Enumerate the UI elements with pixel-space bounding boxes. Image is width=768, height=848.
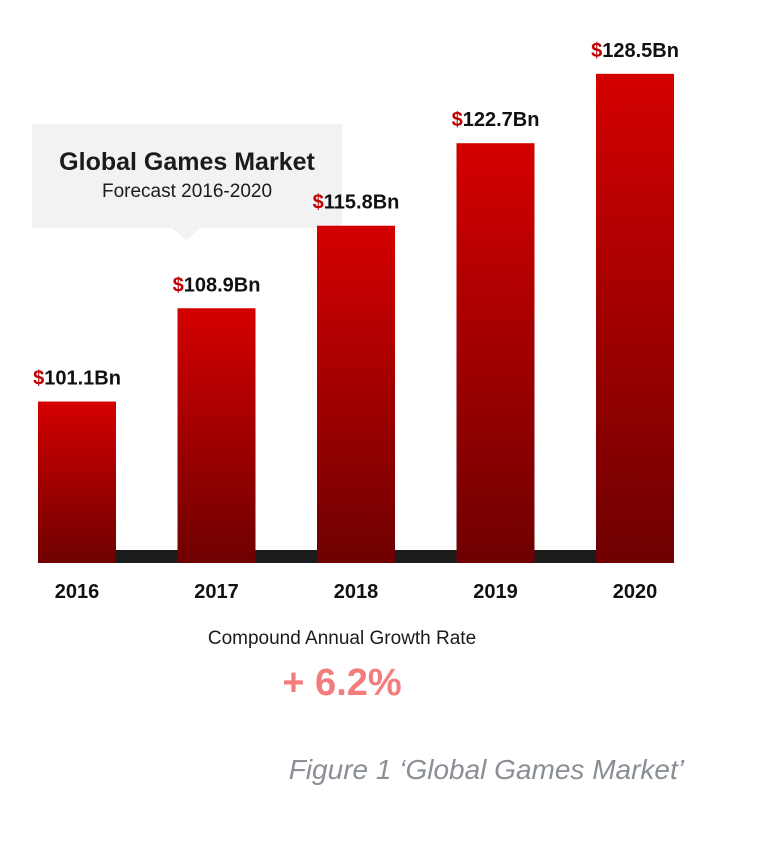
currency-symbol: $ (591, 40, 602, 62)
bar-2019 (456, 143, 535, 564)
x-tick-group: 2016 2017 2018 2019 2020 (55, 581, 658, 603)
chart-title: Global Games Market (59, 148, 315, 176)
figure-caption: Figure 1 ‘Global Games Market’ (288, 754, 684, 785)
bar-2020 (596, 73, 674, 563)
x-tick-label-2017: 2017 (194, 581, 239, 603)
value-amount: 128.5Bn (602, 40, 679, 62)
bar-2017 (177, 308, 256, 563)
currency-symbol: $ (173, 274, 184, 296)
bar-2016 (38, 401, 116, 563)
chart-title-box (32, 124, 342, 228)
chart-subtitle: Forecast 2016-2020 (101, 181, 273, 202)
cagr-label: Compound Annual Growth Rate (207, 628, 477, 649)
value-label-2019: $122.7Bn (452, 109, 540, 131)
bar-2018 (317, 225, 395, 563)
value-amount: 115.8Bn (324, 192, 400, 214)
title-box-pointer (172, 228, 200, 240)
x-tick-label-2018: 2018 (334, 581, 379, 603)
value-label-2018: $115.8Bn (313, 192, 400, 214)
value-amount: 101.1Bn (44, 368, 121, 390)
value-label-2017: $108.9Bn (173, 274, 261, 296)
x-tick-label-2020: 2020 (613, 581, 658, 603)
value-label-2020: $128.5Bn (591, 40, 679, 62)
value-label-group: $101.1Bn$108.9Bn$115.8Bn$122.7Bn$128.5Bn (33, 40, 679, 390)
currency-symbol: $ (33, 368, 44, 390)
value-amount: 108.9Bn (184, 274, 261, 296)
cagr-value: + 6.2% (282, 662, 402, 704)
value-amount: 122.7Bn (463, 109, 540, 131)
currency-symbol: $ (313, 192, 324, 214)
currency-symbol: $ (452, 109, 463, 131)
bar-chart: $101.1Bn$108.9Bn$115.8Bn$122.7Bn$128.5Bn… (33, 40, 679, 603)
x-tick-label-2019: 2019 (473, 581, 518, 603)
value-label-2016: $101.1Bn (33, 368, 121, 390)
x-tick-label-2016: 2016 (55, 581, 100, 603)
bar-group (38, 73, 674, 564)
